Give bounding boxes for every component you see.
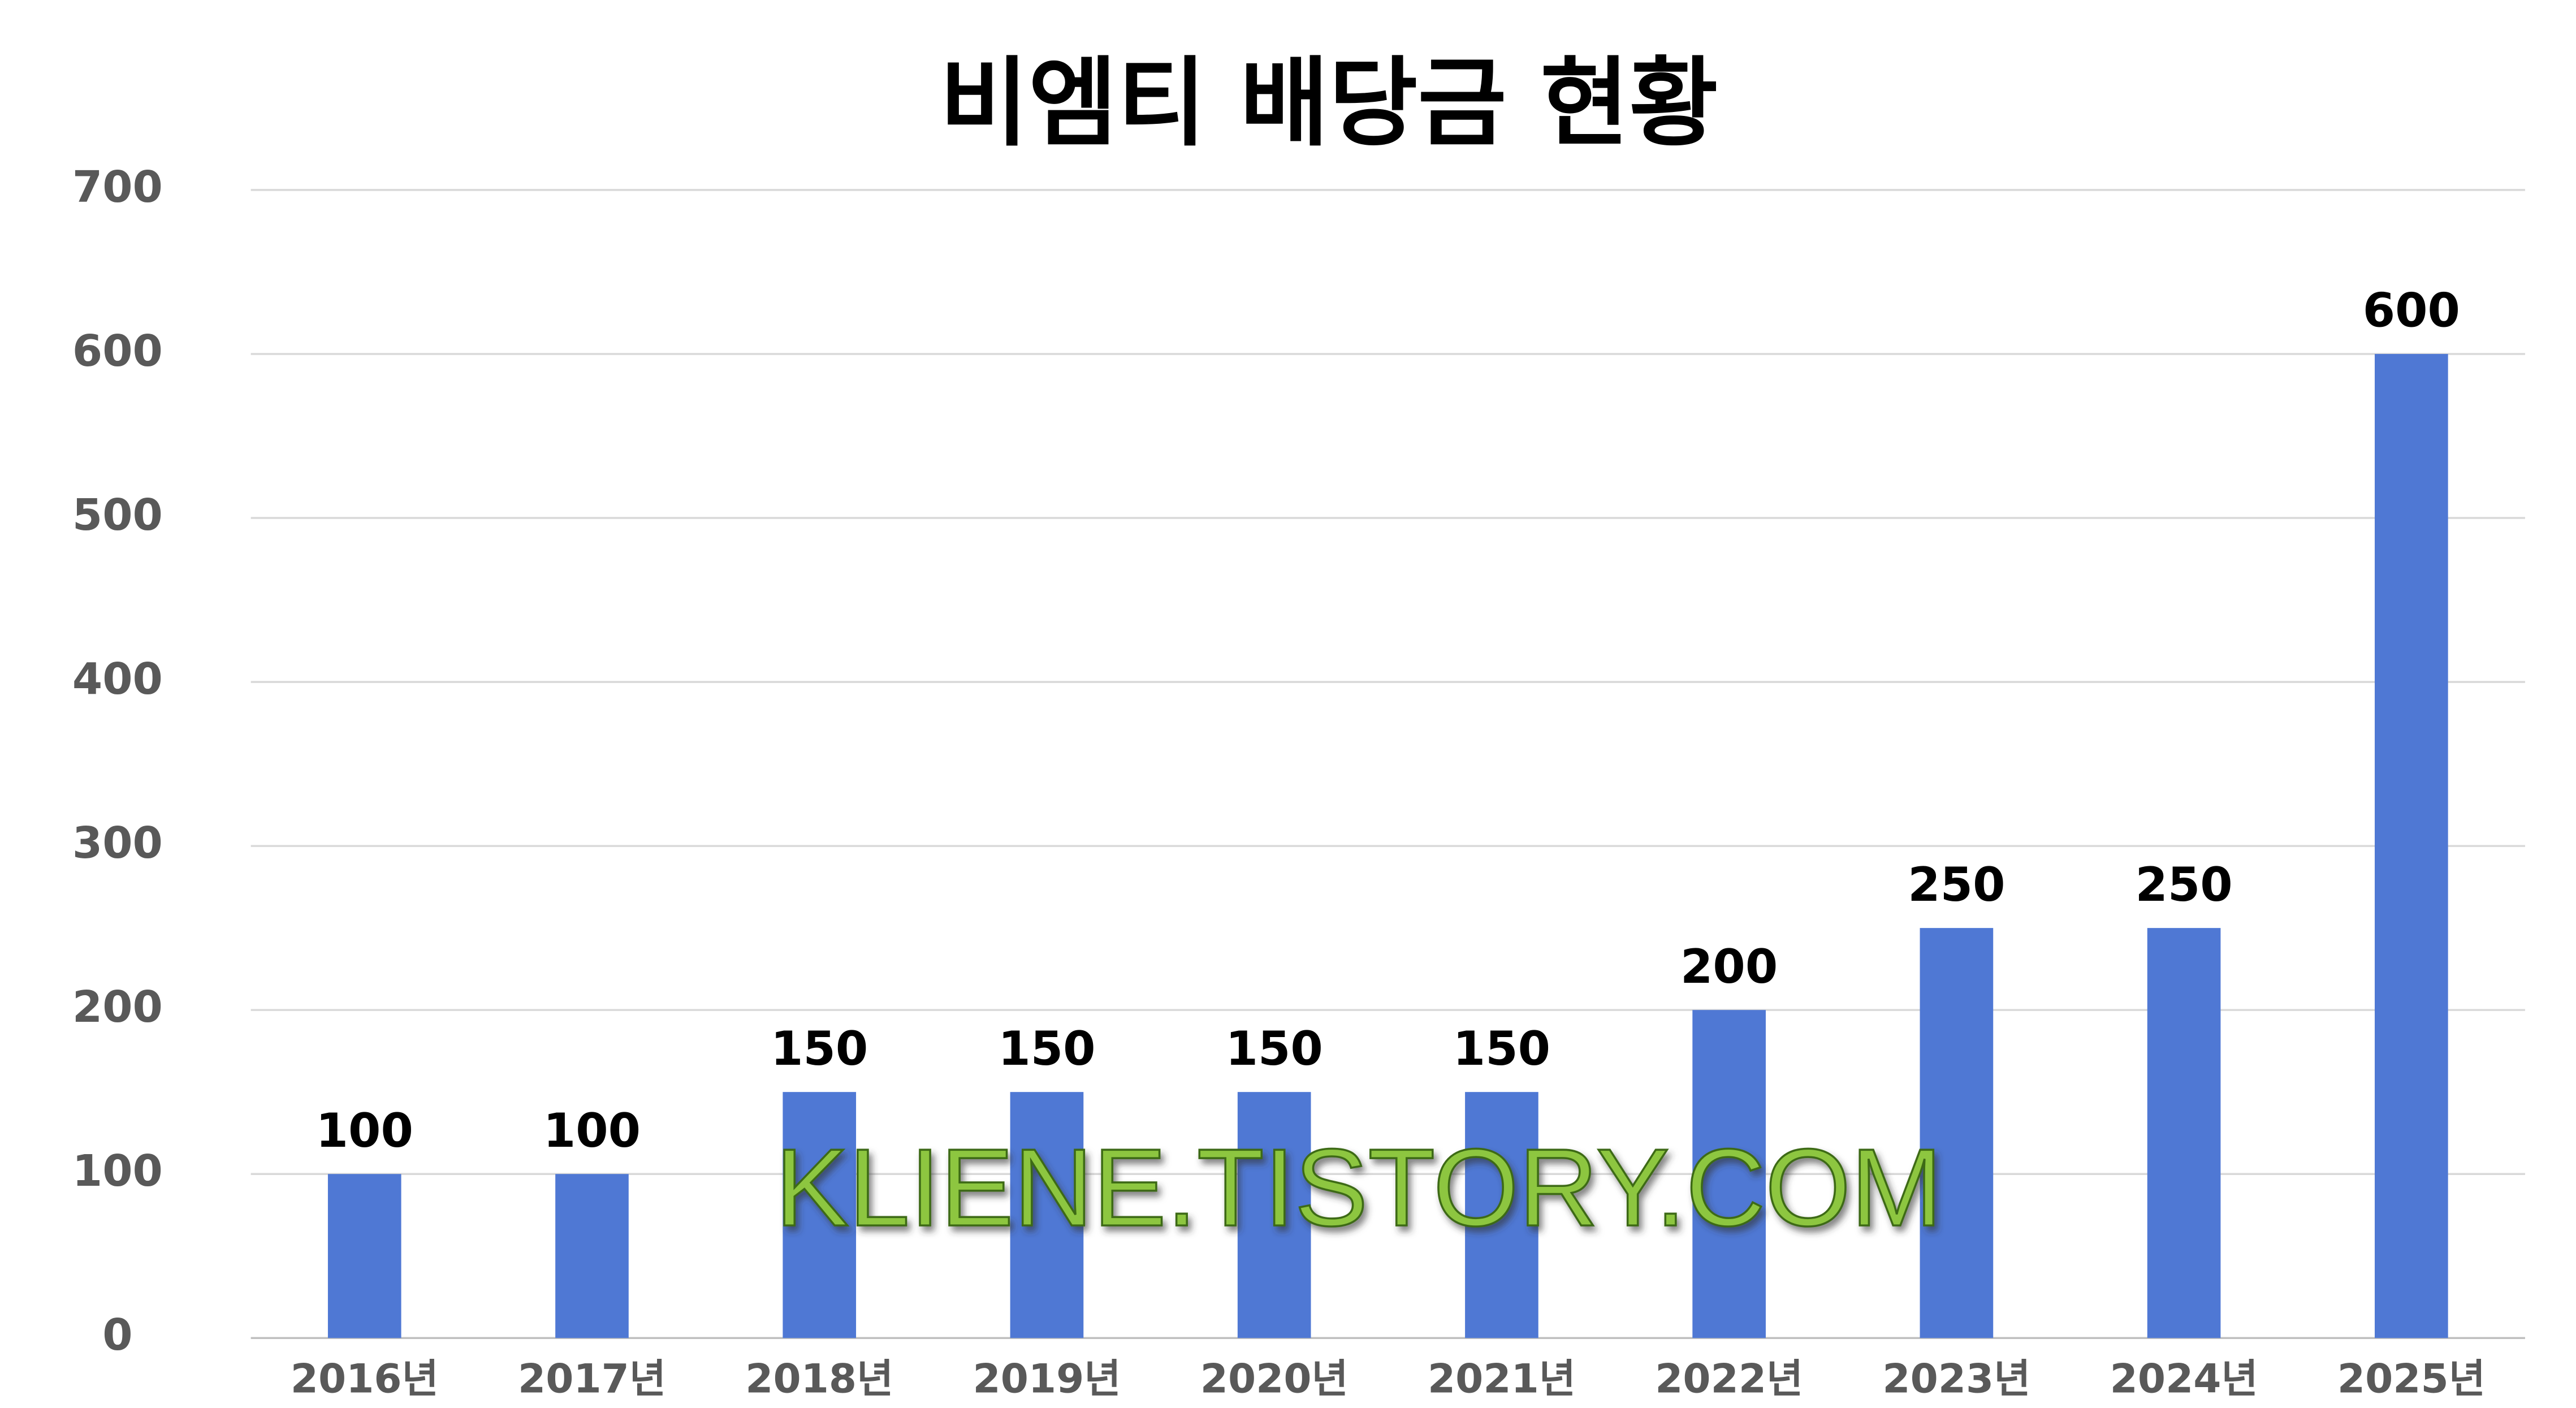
y-tick-label: 0 bbox=[102, 1310, 132, 1361]
bar bbox=[1237, 1092, 1311, 1338]
value-label: 200 bbox=[1680, 940, 1778, 994]
value-label: 100 bbox=[543, 1104, 641, 1158]
value-label: 600 bbox=[2363, 284, 2460, 338]
value-label: 150 bbox=[998, 1022, 1095, 1076]
y-tick-label: 300 bbox=[72, 818, 163, 869]
bar bbox=[327, 1174, 401, 1338]
x-tick-label: 2017년 bbox=[518, 1355, 666, 1402]
y-tick-label: 600 bbox=[72, 326, 163, 377]
y-tick-label: 200 bbox=[72, 982, 163, 1033]
x-tick-label: 2016년 bbox=[291, 1355, 439, 1402]
y-tick-label: 400 bbox=[72, 654, 163, 705]
x-tick-label: 2024년 bbox=[2110, 1355, 2258, 1402]
value-label: 250 bbox=[2136, 858, 2233, 912]
value-label: 150 bbox=[1453, 1022, 1550, 1076]
x-tick-label: 2025년 bbox=[2337, 1355, 2486, 1402]
bar bbox=[783, 1092, 857, 1338]
bar bbox=[1465, 1092, 1538, 1338]
x-tick-label: 2019년 bbox=[973, 1355, 1121, 1402]
value-label: 150 bbox=[1226, 1022, 1323, 1076]
bar bbox=[1920, 928, 1994, 1338]
bar bbox=[2375, 353, 2448, 1338]
bar bbox=[1692, 1010, 1766, 1338]
chart-title: 비엠티 배당금 현황 bbox=[940, 47, 1718, 159]
y-tick-label: 500 bbox=[72, 490, 163, 541]
x-tick-label: 2022년 bbox=[1655, 1355, 1803, 1402]
x-tick-label: 2021년 bbox=[1428, 1355, 1576, 1402]
bar bbox=[2147, 928, 2221, 1338]
bar bbox=[555, 1174, 629, 1338]
y-tick-label: 700 bbox=[72, 162, 163, 213]
bar bbox=[1010, 1092, 1084, 1338]
value-label: 150 bbox=[771, 1022, 868, 1076]
x-tick-label: 2018년 bbox=[745, 1355, 893, 1402]
watermark: KLIENE.TISTORY.COM bbox=[775, 1126, 1942, 1249]
x-tick-label: 2023년 bbox=[1882, 1355, 2030, 1402]
value-label: 250 bbox=[1908, 858, 2005, 912]
x-tick-label: 2020년 bbox=[1200, 1355, 1348, 1402]
y-tick-label: 100 bbox=[72, 1146, 163, 1197]
value-label: 100 bbox=[316, 1104, 413, 1158]
